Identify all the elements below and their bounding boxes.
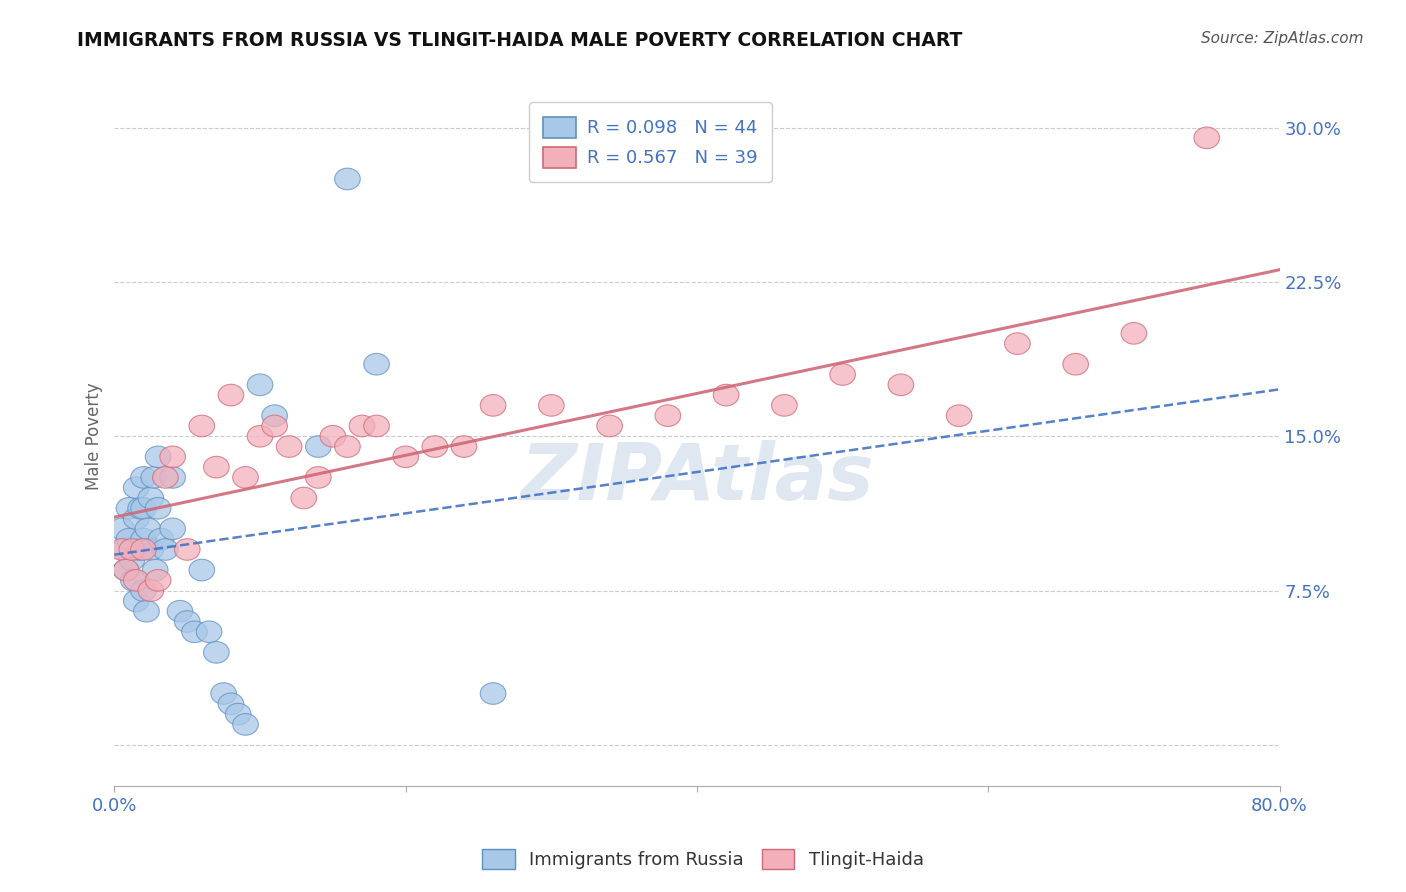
Ellipse shape [349, 415, 375, 437]
Ellipse shape [262, 405, 287, 426]
Ellipse shape [134, 600, 159, 622]
Ellipse shape [218, 693, 243, 714]
Ellipse shape [1194, 127, 1219, 149]
Ellipse shape [277, 435, 302, 458]
Ellipse shape [153, 539, 179, 560]
Ellipse shape [181, 621, 207, 642]
Ellipse shape [451, 435, 477, 458]
Ellipse shape [188, 415, 215, 437]
Ellipse shape [138, 580, 163, 601]
Ellipse shape [124, 508, 149, 529]
Ellipse shape [538, 394, 564, 417]
Ellipse shape [131, 580, 156, 601]
Ellipse shape [772, 394, 797, 417]
Ellipse shape [204, 457, 229, 478]
Ellipse shape [131, 467, 156, 488]
Ellipse shape [422, 435, 447, 458]
Ellipse shape [305, 435, 332, 458]
Ellipse shape [655, 405, 681, 426]
Ellipse shape [108, 539, 135, 560]
Ellipse shape [174, 539, 200, 560]
Text: ZIPAtlas: ZIPAtlas [520, 441, 873, 516]
Ellipse shape [145, 569, 172, 591]
Ellipse shape [946, 405, 972, 426]
Ellipse shape [204, 641, 229, 663]
Ellipse shape [145, 446, 172, 467]
Ellipse shape [145, 498, 172, 519]
Ellipse shape [121, 569, 146, 591]
Ellipse shape [481, 394, 506, 417]
Ellipse shape [305, 467, 332, 488]
Ellipse shape [321, 425, 346, 447]
Ellipse shape [218, 384, 243, 406]
Ellipse shape [142, 559, 167, 581]
Ellipse shape [160, 467, 186, 488]
Ellipse shape [1063, 353, 1088, 375]
Ellipse shape [138, 539, 163, 560]
Ellipse shape [153, 467, 179, 488]
Legend: Immigrants from Russia, Tlingit-Haida: Immigrants from Russia, Tlingit-Haida [474, 839, 932, 879]
Ellipse shape [232, 714, 259, 735]
Ellipse shape [114, 559, 139, 581]
Ellipse shape [713, 384, 740, 406]
Ellipse shape [225, 703, 252, 725]
Ellipse shape [211, 682, 236, 705]
Ellipse shape [117, 528, 142, 550]
Ellipse shape [160, 518, 186, 540]
Ellipse shape [160, 446, 186, 467]
Ellipse shape [128, 498, 153, 519]
Ellipse shape [117, 498, 142, 519]
Ellipse shape [232, 467, 259, 488]
Ellipse shape [889, 374, 914, 396]
Ellipse shape [108, 518, 135, 540]
Ellipse shape [131, 528, 156, 550]
Ellipse shape [131, 498, 156, 519]
Ellipse shape [596, 415, 623, 437]
Ellipse shape [247, 425, 273, 447]
Ellipse shape [364, 415, 389, 437]
Ellipse shape [188, 559, 215, 581]
Ellipse shape [291, 487, 316, 508]
Ellipse shape [120, 549, 145, 571]
Legend: R = 0.098   N = 44, R = 0.567   N = 39: R = 0.098 N = 44, R = 0.567 N = 39 [529, 103, 772, 182]
Ellipse shape [141, 467, 166, 488]
Ellipse shape [262, 415, 287, 437]
Ellipse shape [131, 539, 156, 560]
Ellipse shape [112, 539, 138, 560]
Ellipse shape [364, 353, 389, 375]
Ellipse shape [197, 621, 222, 642]
Ellipse shape [114, 559, 139, 581]
Ellipse shape [127, 539, 152, 560]
Ellipse shape [174, 611, 200, 632]
Ellipse shape [1121, 323, 1147, 344]
Ellipse shape [120, 539, 145, 560]
Text: IMMIGRANTS FROM RUSSIA VS TLINGIT-HAIDA MALE POVERTY CORRELATION CHART: IMMIGRANTS FROM RUSSIA VS TLINGIT-HAIDA … [77, 31, 963, 50]
Ellipse shape [135, 518, 160, 540]
Ellipse shape [138, 487, 163, 508]
Ellipse shape [148, 528, 174, 550]
Ellipse shape [124, 477, 149, 499]
Text: Source: ZipAtlas.com: Source: ZipAtlas.com [1201, 31, 1364, 46]
Ellipse shape [247, 374, 273, 396]
Ellipse shape [481, 682, 506, 705]
Y-axis label: Male Poverty: Male Poverty [86, 383, 103, 490]
Ellipse shape [335, 169, 360, 190]
Ellipse shape [1004, 333, 1031, 354]
Ellipse shape [830, 364, 855, 385]
Ellipse shape [335, 435, 360, 458]
Ellipse shape [124, 569, 149, 591]
Ellipse shape [167, 600, 193, 622]
Ellipse shape [124, 591, 149, 612]
Ellipse shape [392, 446, 419, 467]
